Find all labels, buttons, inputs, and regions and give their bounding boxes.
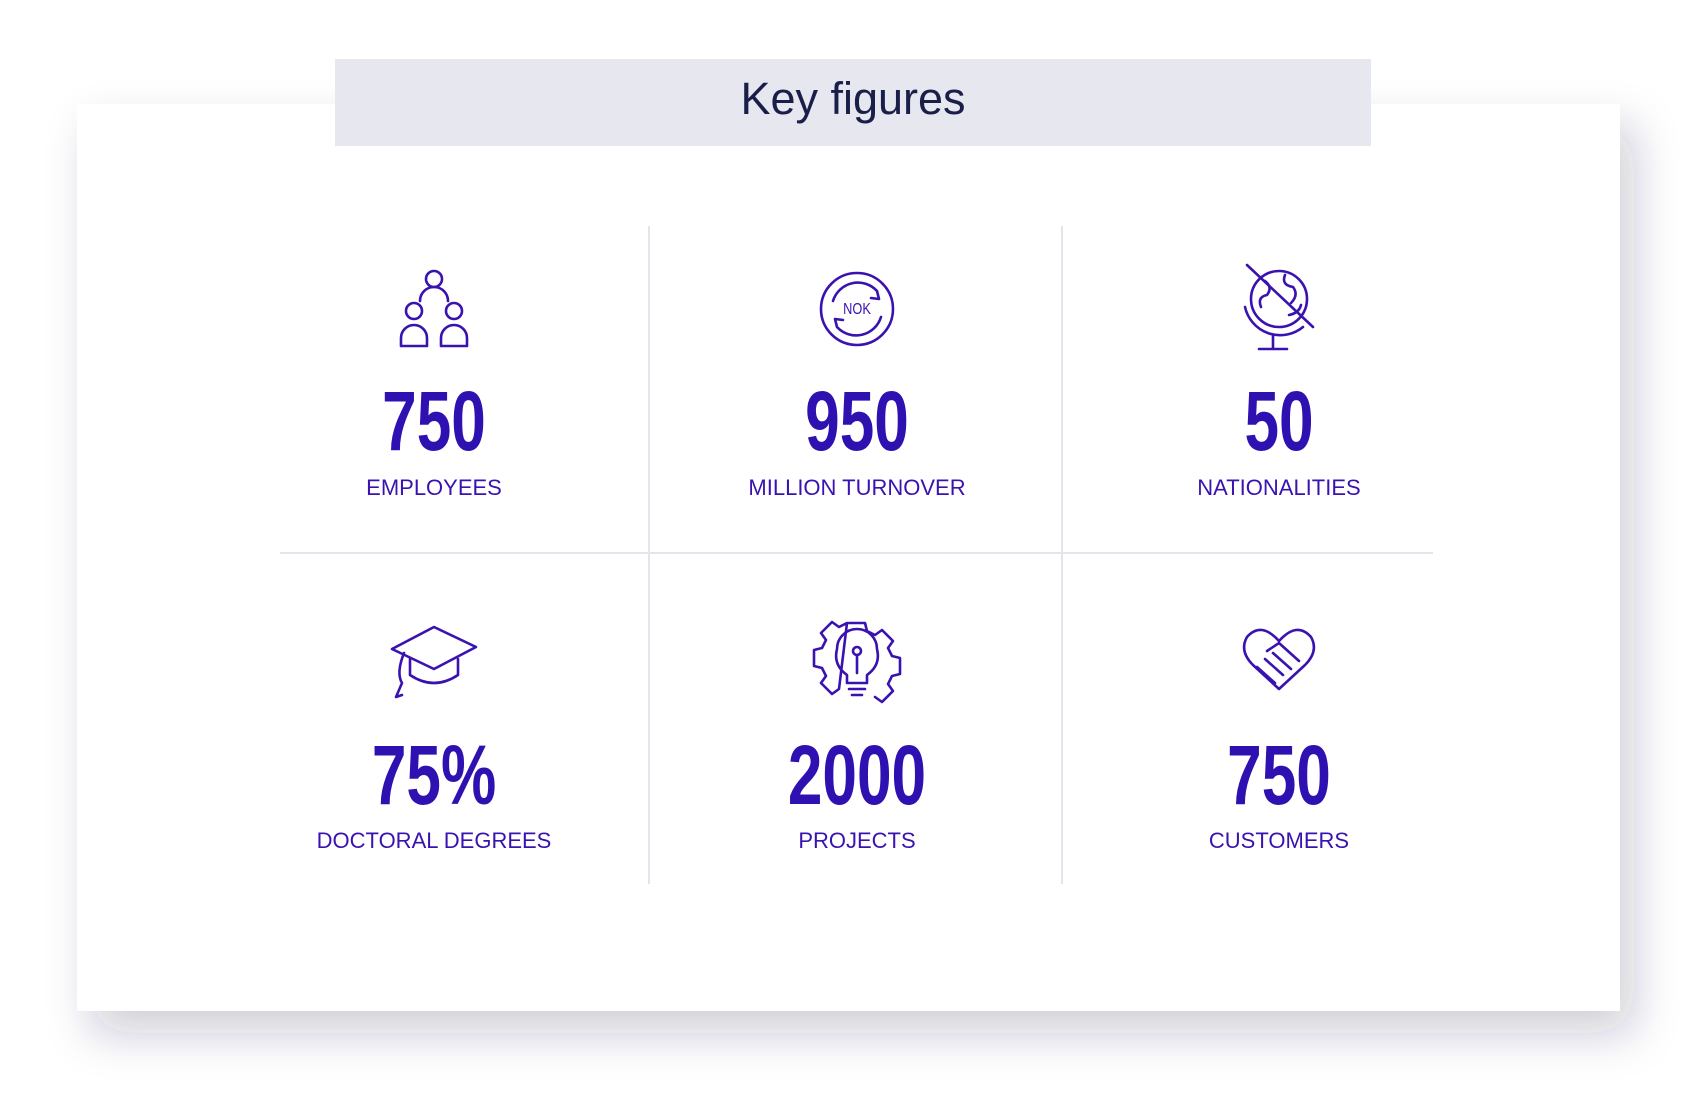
figure-label: PROJECTS: [798, 828, 915, 853]
figure-value: 950: [805, 374, 909, 468]
title: Key figures: [740, 73, 965, 124]
figure-label: CUSTOMERS: [1209, 828, 1349, 853]
bulb-gear-icon: [812, 620, 902, 704]
figure-value: 2000: [788, 728, 926, 822]
figure-label: EMPLOYEES: [366, 475, 502, 500]
icon-text: NOK: [843, 301, 871, 319]
people-icon: [399, 269, 469, 348]
figure-label: DOCTORAL DEGREES: [317, 828, 552, 853]
header-band: [335, 59, 1371, 146]
handshake-icon: [1242, 628, 1316, 691]
card: [77, 104, 1620, 1011]
figure-label: NATIONALITIES: [1197, 475, 1360, 500]
currency-icon: NOK: [819, 271, 895, 347]
graduation-cap-icon: [390, 625, 478, 699]
figure-value: 750: [382, 374, 486, 468]
figure-label: MILLION TURNOVER: [748, 475, 965, 500]
grid-lines: [280, 226, 1433, 884]
figure-value: 50: [1244, 374, 1313, 468]
figure-value: 750: [1227, 728, 1331, 822]
globe-icon: [1243, 263, 1315, 351]
figure-value: 75%: [372, 728, 496, 822]
